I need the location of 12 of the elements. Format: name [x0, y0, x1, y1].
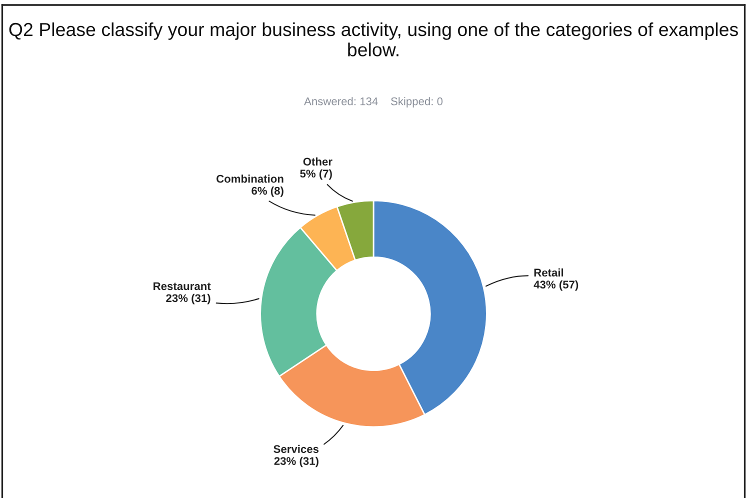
data-label: 23% (31) — [274, 456, 318, 468]
slice-label: Other — [303, 157, 332, 166]
slice-label: Retail — [534, 268, 564, 277]
data-label: 6% (8) — [252, 186, 284, 197]
data-label: 23% (31) — [166, 294, 210, 304]
slice-label: Restaurant — [154, 282, 211, 290]
slice-label: Services — [274, 444, 319, 454]
data-label: 43% (57) — [534, 280, 578, 291]
slice-label: Combination — [216, 174, 284, 183]
chart-subtitle: Answered: 134 Skipped: 0 — [304, 97, 443, 108]
data-label: 5% (7) — [300, 169, 332, 180]
chart-title: Q2 Please classify your major business activity, using one of the categories of examples below. — [9, 22, 738, 56]
